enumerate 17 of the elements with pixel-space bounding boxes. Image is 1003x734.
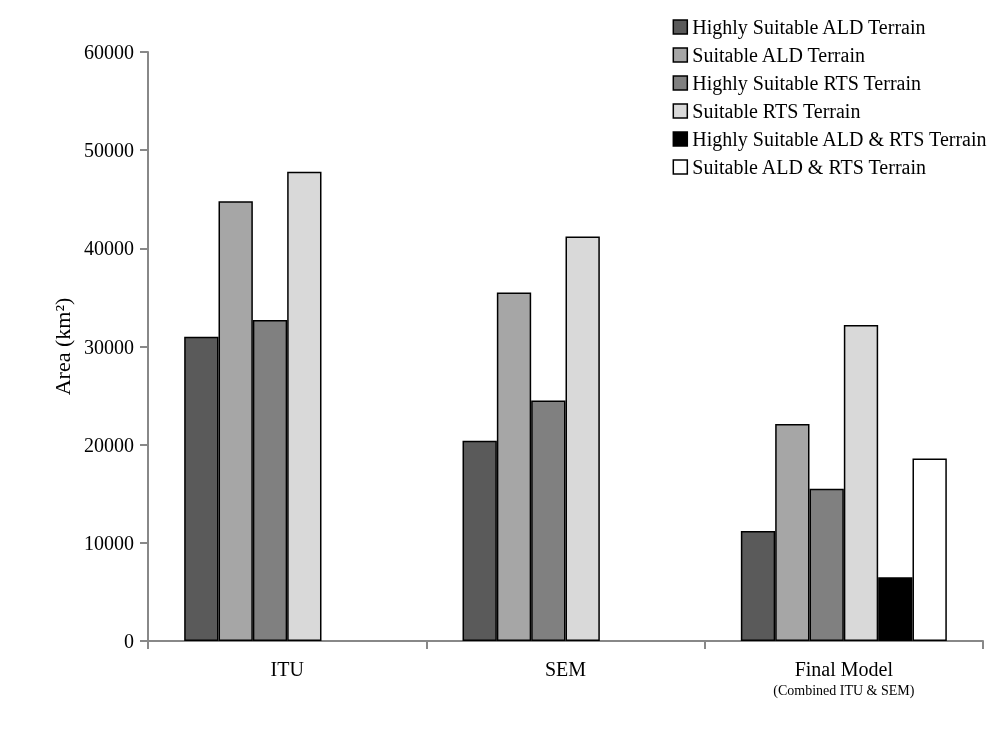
y-tick-label: 40000 — [84, 237, 134, 260]
legend-label: Highly Suitable ALD Terrain — [692, 16, 926, 39]
legend-label: Suitable ALD & RTS Terrain — [692, 156, 926, 178]
y-axis-title: Area (km²) — [49, 297, 75, 396]
legend-label: Highly Suitable RTS Terrain — [692, 72, 921, 95]
legend-label: Suitable RTS Terrain — [692, 100, 861, 122]
x-tick-label: SEM — [544, 658, 587, 680]
y-tick-label: 20000 — [84, 433, 134, 456]
y-tick-label: 0 — [124, 630, 134, 652]
legend-label: Highly Suitable ALD & RTS Terrain — [692, 128, 987, 151]
y-tick-label: 50000 — [84, 139, 134, 162]
legend-label: Suitable ALD Terrain — [692, 44, 865, 66]
x-tick-label: Final Model (Combined ITU & SEM) — [773, 658, 915, 699]
y-tick-label: 10000 — [84, 531, 134, 554]
y-tick-label: 30000 — [84, 335, 134, 358]
y-tick-label: 60000 — [84, 41, 134, 63]
x-tick-label: ITU — [270, 658, 305, 680]
